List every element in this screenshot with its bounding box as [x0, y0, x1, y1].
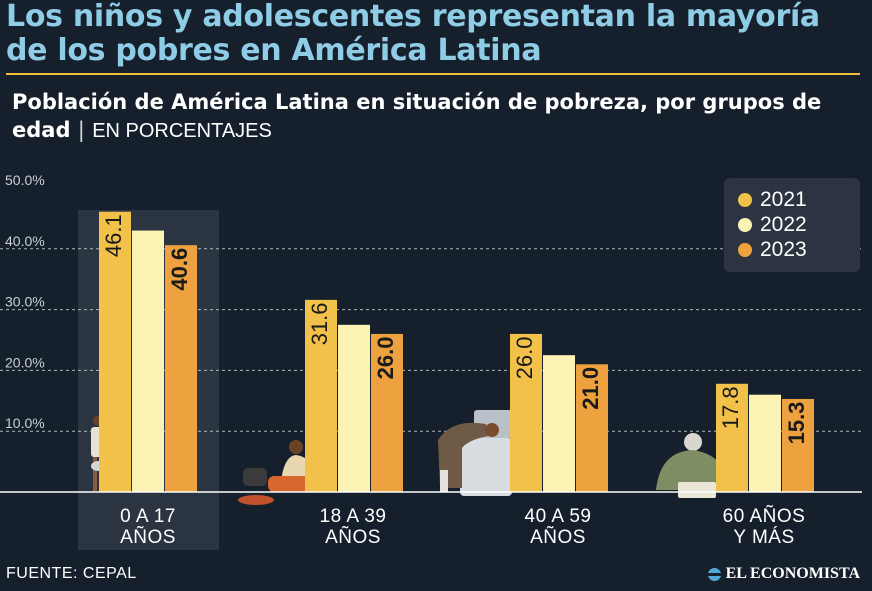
data-label: 31.6	[307, 302, 332, 345]
legend-label-2023: 2023	[760, 238, 807, 261]
woman-head	[289, 440, 303, 454]
legend-label-2022: 2022	[760, 213, 807, 236]
x-category-label: 18 A 39	[320, 506, 387, 527]
brand-logo: EL ECONOMISTA	[707, 565, 860, 583]
subtitle-unit: EN PORCENTAJES	[92, 120, 272, 142]
bar-2021-1	[305, 299, 337, 492]
brand-globe-icon	[707, 567, 721, 581]
y-tick-label: 20.0%	[5, 354, 45, 370]
subtitle-separator: |	[77, 118, 85, 142]
data-label: 40.6	[167, 248, 192, 291]
data-label: 15.3	[784, 402, 809, 445]
bar-2023-0	[165, 245, 197, 492]
data-label: 17.8	[718, 386, 743, 429]
bar-2022-0	[132, 230, 164, 492]
x-category-label: Y MÁS	[733, 527, 794, 548]
legend-swatch-2022	[738, 218, 752, 232]
elderly-woman-icon	[656, 433, 730, 498]
man-head	[485, 423, 499, 437]
man-working-icon	[438, 410, 512, 496]
x-category-label: AÑOS	[530, 526, 586, 548]
bar-2022-2	[543, 355, 575, 492]
bar-2021-3	[716, 383, 748, 492]
brand-name: EL ECONOMISTA	[725, 565, 860, 582]
y-tick-label: 30.0%	[5, 294, 45, 310]
subtitle-main: Población de América Latina en situación…	[12, 90, 822, 142]
x-category-label: 0 A 17	[120, 506, 176, 527]
legend-label-2021: 2021	[760, 188, 807, 211]
y-tick-label: 50.0%	[5, 172, 45, 188]
legend-item-2023: 2023	[738, 238, 807, 261]
legend-item-2022: 2022	[738, 213, 807, 236]
bar-2022-3	[749, 394, 781, 492]
data-label: 46.1	[101, 214, 126, 257]
bar-2021-0	[99, 211, 131, 492]
elder-head	[684, 433, 702, 451]
x-category-label: 40 A 59	[525, 506, 592, 527]
fire	[238, 495, 274, 505]
man-leg	[440, 470, 448, 492]
legend: 2021 2022 2023	[724, 178, 860, 272]
headline-rule	[6, 73, 860, 75]
woman-skirt	[268, 476, 316, 492]
legend-swatch-2023	[738, 243, 752, 257]
data-label: 26.0	[373, 337, 398, 380]
source-note: FUENTE: CEPAL	[6, 565, 137, 582]
headline: Los niños y adolescentes representan la …	[6, 0, 820, 68]
legend-swatch-2021	[738, 193, 752, 207]
y-tick-label: 40.0%	[5, 233, 45, 249]
man-body	[438, 422, 488, 488]
bar-2023-2	[576, 364, 608, 492]
y-tick-label: 10.0%	[5, 415, 45, 431]
x-category-label: AÑOS	[325, 526, 381, 548]
elder-box	[678, 482, 716, 498]
x-category-label: AÑOS	[120, 526, 176, 548]
bar-2021-2	[510, 333, 542, 492]
bar-2022-1	[338, 324, 370, 492]
bar-2023-3	[782, 398, 814, 492]
x-category-label: 60 AÑOS	[723, 505, 806, 527]
pot	[243, 468, 267, 486]
bar-2023-1	[371, 333, 403, 492]
elder-body	[656, 450, 730, 490]
data-label: 26.0	[512, 337, 537, 380]
data-label: 21.0	[578, 367, 603, 410]
machine	[460, 438, 512, 496]
chart-subtitle: Población de América Latina en situación…	[12, 88, 832, 145]
legend-item-2021: 2021	[738, 188, 807, 211]
child-leg	[93, 457, 97, 491]
